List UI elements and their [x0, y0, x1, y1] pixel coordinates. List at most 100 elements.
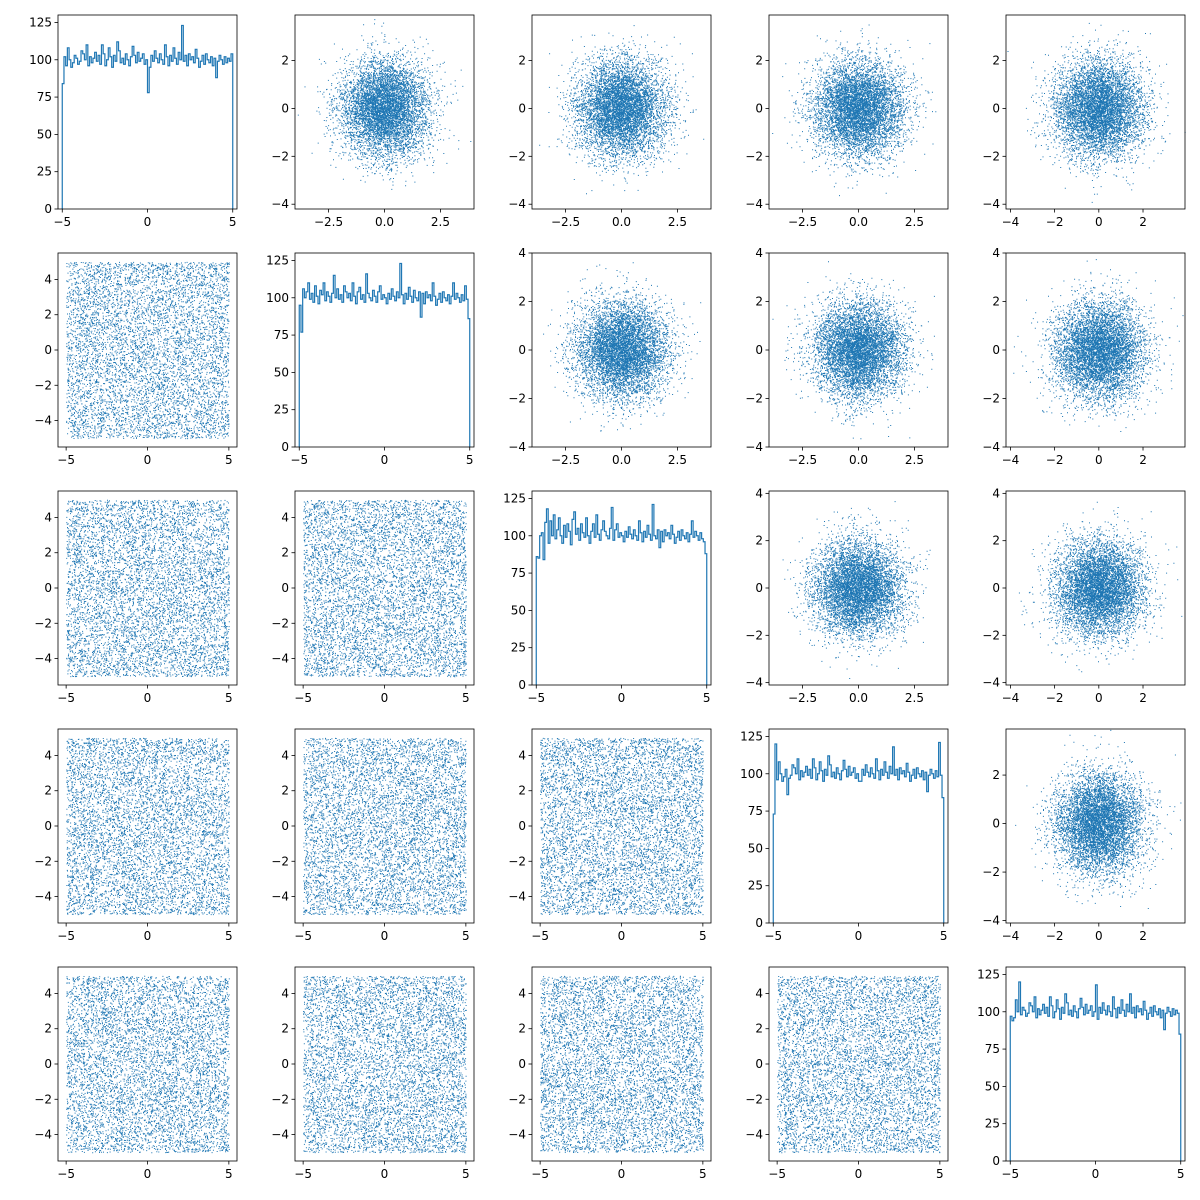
scatter-r1-c4-points [1013, 259, 1184, 432]
scatter-r2-c0-ticks: −5 0 5 −4 −2 0 2 4 [34, 510, 232, 705]
hist-r3-c3-frame [768, 728, 949, 924]
scatter-r3-c0-points [66, 737, 230, 916]
scatter-r2-c3-points [782, 501, 931, 679]
scatter-r3-c4-ytick-label: −2 [982, 865, 1000, 879]
hist-r0-c0-ytick-label: 0 [44, 202, 52, 216]
scatter-r4-c2-ytick-label: 4 [518, 986, 526, 1000]
scatter-r4-c3-ytick-label: 0 [755, 1057, 763, 1071]
hist-r2-c2-ytick-label: 25 [511, 641, 526, 655]
hist-r3-c3-ytick-label: 25 [748, 879, 763, 893]
scatter-r1-c3-ytick-label: 0 [755, 343, 763, 357]
subplot-r3-c2-scatter: −5 0 5 −4 −2 0 2 4 [508, 728, 712, 943]
scatter-r4-c1-xtick-label: 0 [381, 1167, 389, 1181]
scatter-r0-c2-points [539, 25, 705, 195]
scatter-r4-c2-xtick-label: 0 [618, 1167, 626, 1181]
scatter-r1-c3-ytick-label: −4 [745, 440, 763, 454]
scatter-r3-c0-ytick-label: 4 [44, 748, 52, 762]
scatter-r1-c2-xtick-label: 2.5 [668, 453, 687, 467]
scatter-r0-c1-ytick-label: −2 [271, 149, 289, 163]
scatter-r2-c0-ytick-label: −2 [34, 616, 52, 630]
scatter-r2-c0-ytick-label: 4 [44, 510, 52, 524]
scatter-r0-c3-ytick-label: 0 [755, 101, 763, 115]
scatter-r2-c3-ytick-label: 0 [755, 581, 763, 595]
scatter-r2-c4-points [1018, 501, 1183, 673]
scatter-r1-c3-ytick-label: 4 [755, 246, 763, 260]
scatter-r3-c2-ytick-label: 2 [518, 784, 526, 798]
scatter-r1-c0-ytick-label: 2 [44, 308, 52, 322]
hist-r1-c1-ytick-label: 125 [266, 253, 289, 267]
scatter-r4-c1-xtick-label: 5 [462, 1167, 470, 1181]
scatter-r0-c4-ytick-label: 2 [992, 54, 1000, 68]
scatter-r4-c2-ytick-label: −2 [508, 1092, 526, 1106]
scatter-r1-c2-ytick-label: −2 [508, 392, 526, 406]
hist-r3-c3-background [769, 729, 948, 923]
hist-r1-c1-ytick-label: 25 [274, 403, 289, 417]
hist-r1-c1-xtick-label: 5 [466, 453, 474, 467]
hist-r2-c2-frame [531, 490, 712, 686]
scatter-r3-c4-ticks: −4 −2 0 2 −4 −2 0 2 [982, 768, 1147, 943]
scatter-r4-c3-ticks: −5 0 5 −4 −2 0 2 4 [745, 986, 943, 1181]
scatter-r0-c3-ticks: −2.5 0.0 2.5 −4 −2 0 2 [745, 54, 924, 229]
hist-r2-c2-ytick-label: 75 [511, 566, 526, 580]
scatter-r2-c0-xtick-label: 0 [144, 691, 152, 705]
scatter-r3-c2-ytick-label: −2 [508, 854, 526, 868]
scatter-r3-c0-frame [57, 728, 238, 924]
scatter-r4-c1-ytick-label: 0 [281, 1057, 289, 1071]
scatter-r4-c3-points [777, 975, 941, 1154]
subplot-r1-c3-scatter: −2.5 0.0 2.5 −4 −2 0 2 4 [745, 246, 949, 467]
subplot-r4-c0-scatter: −5 0 5 −4 −2 0 2 4 [34, 966, 238, 1181]
scatter-r4-c1-frame [294, 966, 475, 1162]
scatter-r4-c3-xtick-label: 5 [936, 1167, 944, 1181]
scatter-r1-c0-ytick-label: −2 [34, 378, 52, 392]
scatter-r1-c4-ytick-label: 4 [992, 246, 1000, 260]
scatter-r2-c1-ytick-label: 0 [281, 581, 289, 595]
scatter-r1-c3-ticks: −2.5 0.0 2.5 −4 −2 0 2 4 [745, 246, 924, 467]
scatter-r3-c2-ytick-label: 0 [518, 819, 526, 833]
scatter-r0-c3-xtick-label: 0.0 [849, 215, 868, 229]
scatter-r3-c1-points [303, 737, 467, 916]
subplot-r0-c2-scatter: −2.5 0.0 2.5 −4 −2 0 2 [508, 14, 712, 229]
hist-r0-c0-ytick-label: 100 [29, 53, 52, 67]
scatter-r0-c4-frame [1005, 14, 1186, 210]
scatter-r3-c2-ticks: −5 0 5 −4 −2 0 2 4 [508, 748, 706, 943]
scatter-r1-c4-xtick-label: 0 [1095, 453, 1103, 467]
scatter-r3-c1-xtick-label: 0 [381, 929, 389, 943]
scatter-r1-c4-ticks: −4 −2 0 2 −4 −2 0 2 4 [982, 246, 1147, 467]
scatter-r3-c2-xtick-label: 5 [699, 929, 707, 943]
scatter-r0-c3-ytick-label: −4 [745, 197, 763, 211]
hist-r0-c0-xtick-label: −5 [53, 215, 71, 229]
scatter-r2-c4-ytick-label: −2 [982, 628, 1000, 642]
scatter-r4-c0-xtick-label: 0 [144, 1167, 152, 1181]
hist-r3-c3-ytick-label: 0 [755, 916, 763, 930]
scatter-r3-c1-ytick-label: 2 [281, 784, 289, 798]
hist-r1-c1-ytick-label: 100 [266, 291, 289, 305]
scatter-r2-c1-xtick-label: 0 [381, 691, 389, 705]
subplot-r2-c3-scatter: −2.5 0.0 2.5 −4 −2 0 2 4 [745, 486, 949, 705]
hist-r4-c4-ytick-label: 50 [985, 1079, 1000, 1093]
scatter-r4-c0-background [58, 967, 237, 1161]
hist-r1-c1-background [295, 253, 474, 447]
scatter-r2-c0-ytick-label: −4 [34, 652, 52, 666]
scatter-r1-c3-frame [768, 252, 949, 448]
scatter-r4-c1-ytick-label: −4 [271, 1128, 289, 1142]
scatter-r3-c2-ytick-label: 4 [518, 748, 526, 762]
hist-r4-c4-ytick-label: 75 [985, 1042, 1000, 1056]
scatter-r1-c2-points [543, 262, 702, 432]
hist-r1-c1-ytick-label: 50 [274, 365, 289, 379]
scatter-r2-c1-ytick-label: 2 [281, 546, 289, 560]
scatter-r3-c0-ticks: −5 0 5 −4 −2 0 2 4 [34, 748, 232, 943]
scatter-r4-c2-frame [531, 966, 712, 1162]
hist-r2-c2-xtick-label: 0 [618, 691, 626, 705]
scatter-r3-c1-ytick-label: 0 [281, 819, 289, 833]
scatter-r1-c3-xtick-label: 2.5 [905, 453, 924, 467]
scatter-r2-c4-xtick-label: −4 [1002, 691, 1020, 705]
scatter-r2-c3-frame [768, 490, 949, 686]
scatter-r3-c2-xtick-label: 0 [618, 929, 626, 943]
scatter-r0-c3-xtick-label: 2.5 [905, 215, 924, 229]
scatter-r0-c2-ytick-label: 2 [518, 54, 526, 68]
scatter-r1-c3-xtick-label: 0.0 [849, 453, 868, 467]
scatter-r3-c1-xtick-label: 5 [462, 929, 470, 943]
scatter-r0-c1-frame [294, 14, 475, 210]
